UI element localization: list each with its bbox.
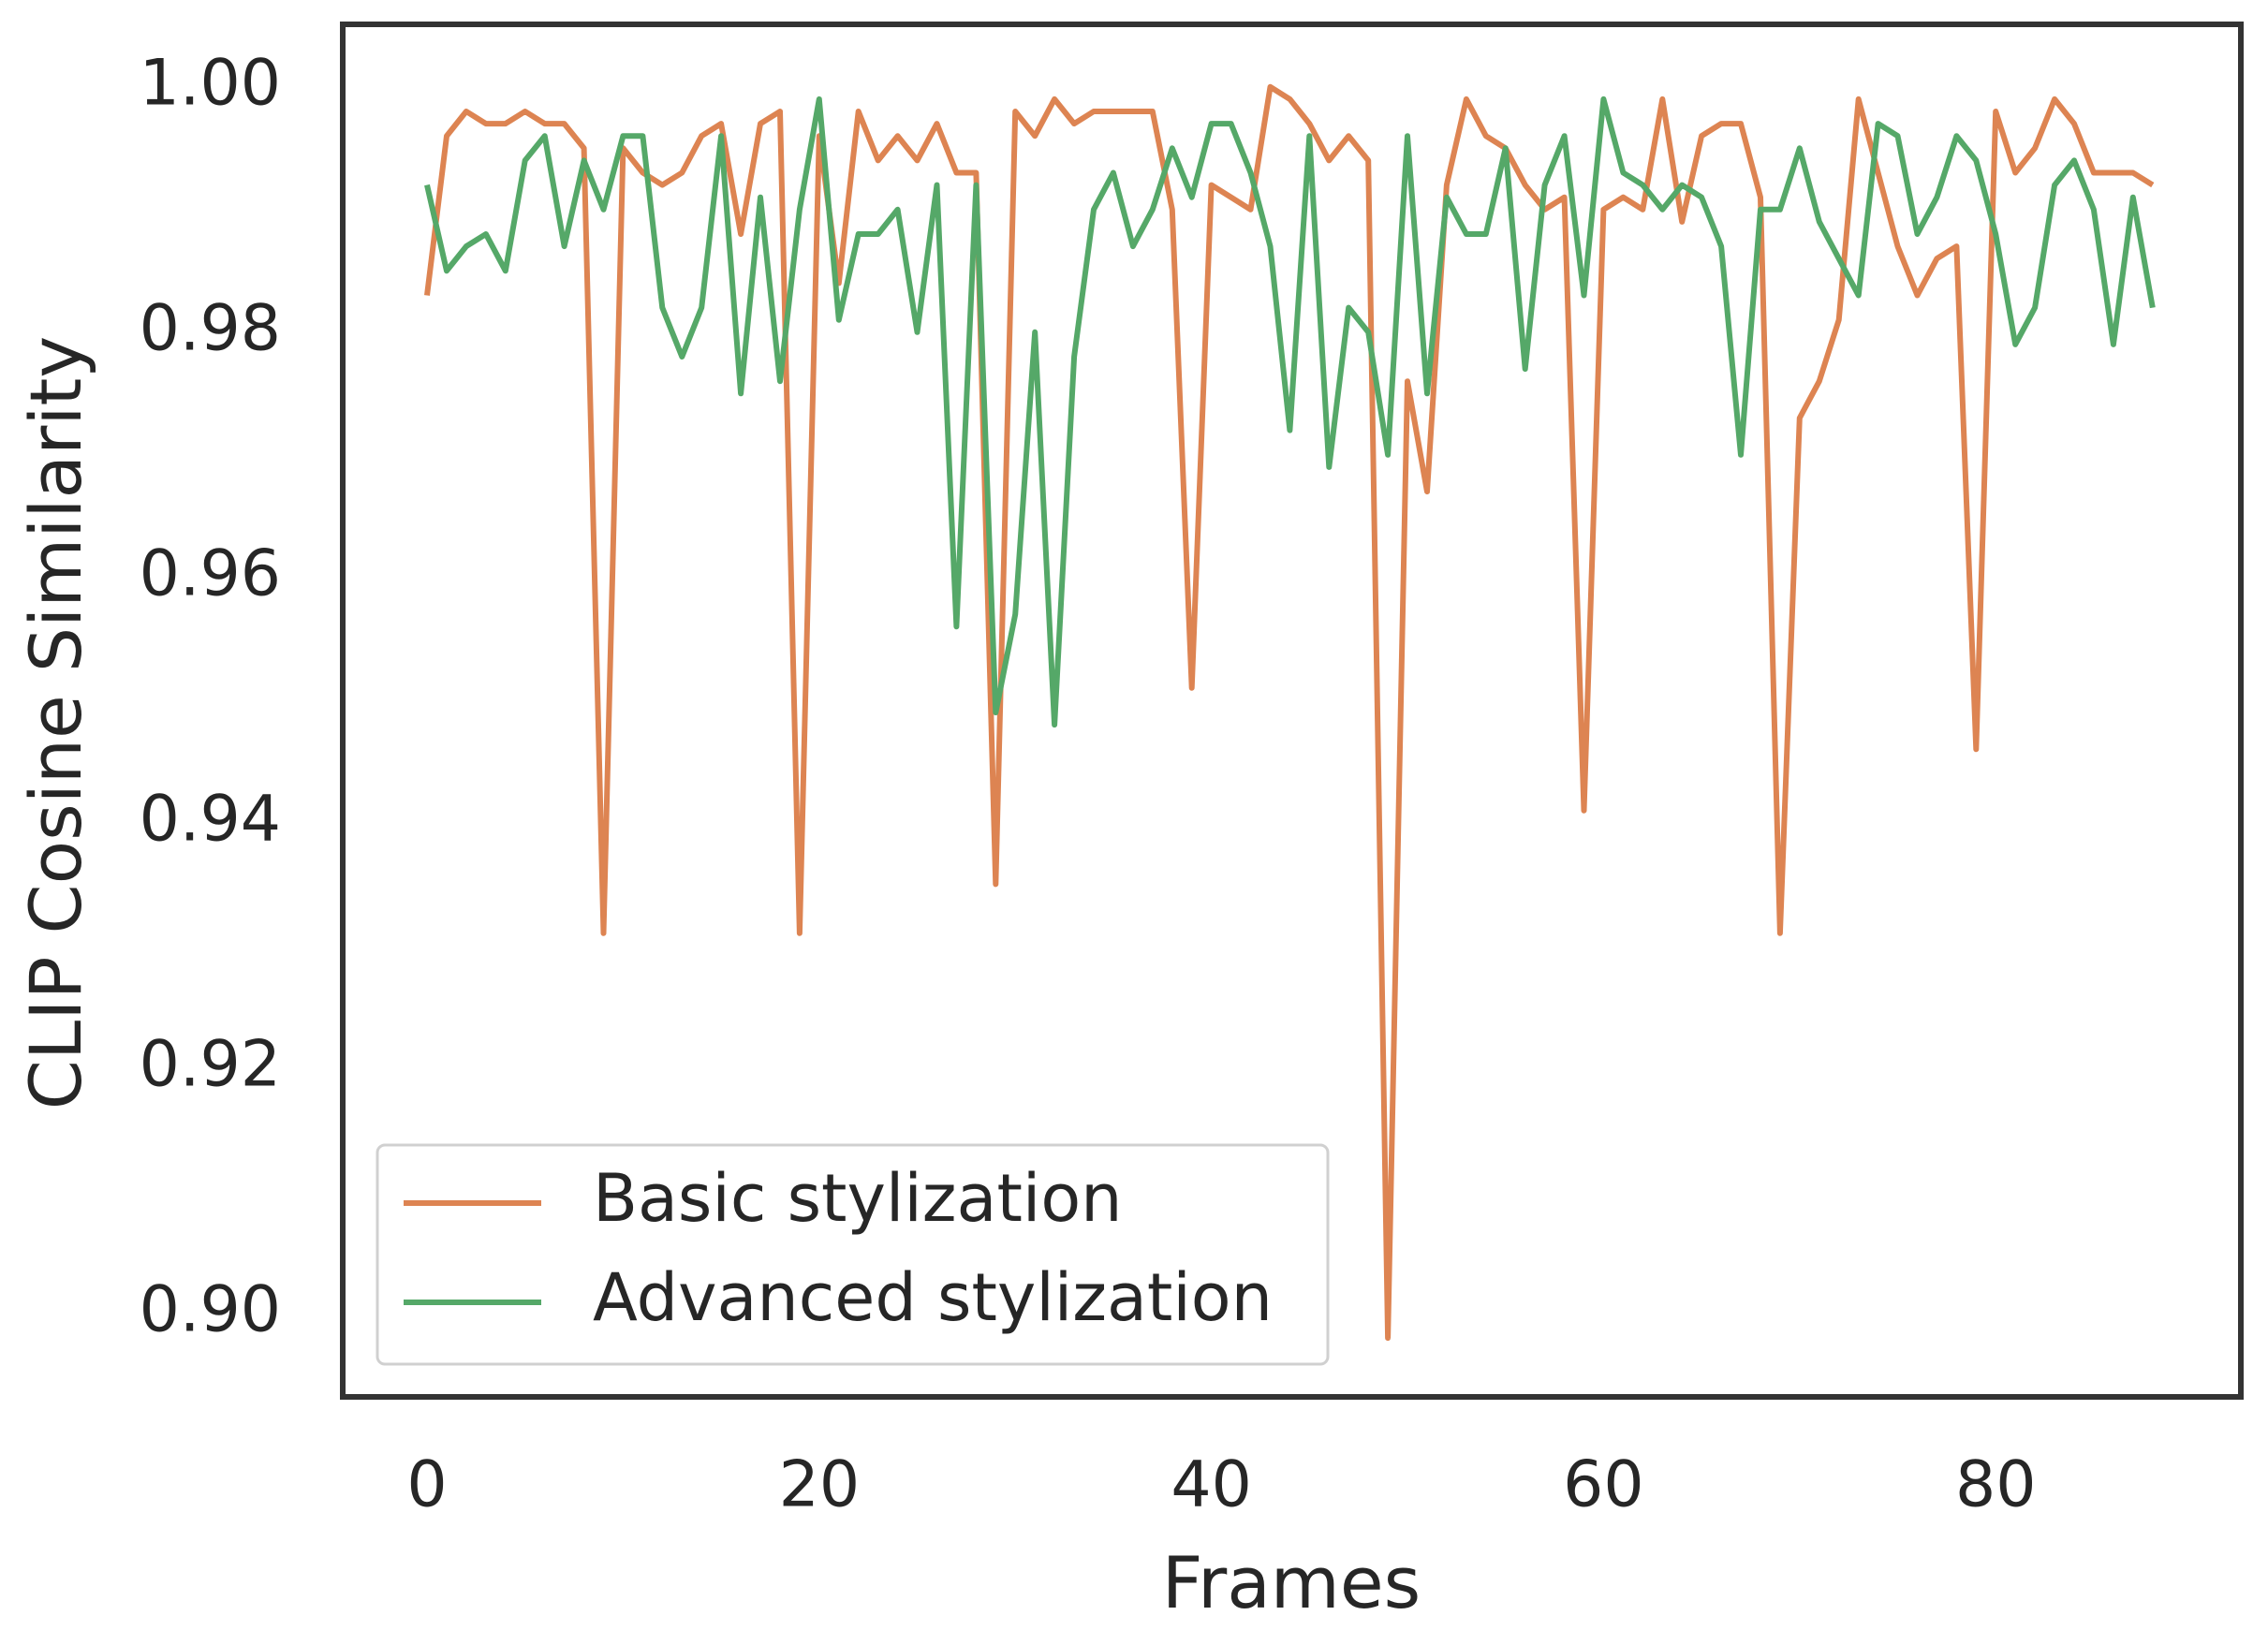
x-tick-label: 80 xyxy=(1955,1448,2037,1522)
x-tick-label: 40 xyxy=(1171,1448,1252,1522)
y-tick-label: 0.96 xyxy=(140,536,281,610)
y-tick-label: 0.92 xyxy=(140,1027,281,1101)
legend-label: Basic stylization xyxy=(593,1160,1123,1237)
x-tick-label: 20 xyxy=(779,1448,861,1522)
x-tick-label: 60 xyxy=(1563,1448,1644,1522)
x-axis-label: Frames xyxy=(1162,1541,1421,1624)
x-tick-label: 0 xyxy=(406,1448,447,1522)
line-series xyxy=(424,95,2156,728)
y-axis-label: CLIP Cosine Similarity xyxy=(14,336,97,1110)
y-tick-label: 1.00 xyxy=(140,46,281,120)
plot-frame xyxy=(340,22,2244,1400)
y-tick-label: 0.98 xyxy=(140,291,281,365)
legend-box xyxy=(376,1143,1330,1366)
legend-label: Advanced stylization xyxy=(593,1259,1273,1336)
y-tick-label: 0.94 xyxy=(140,782,281,856)
y-tick-label: 0.90 xyxy=(140,1272,281,1346)
line-series xyxy=(424,83,2155,1342)
